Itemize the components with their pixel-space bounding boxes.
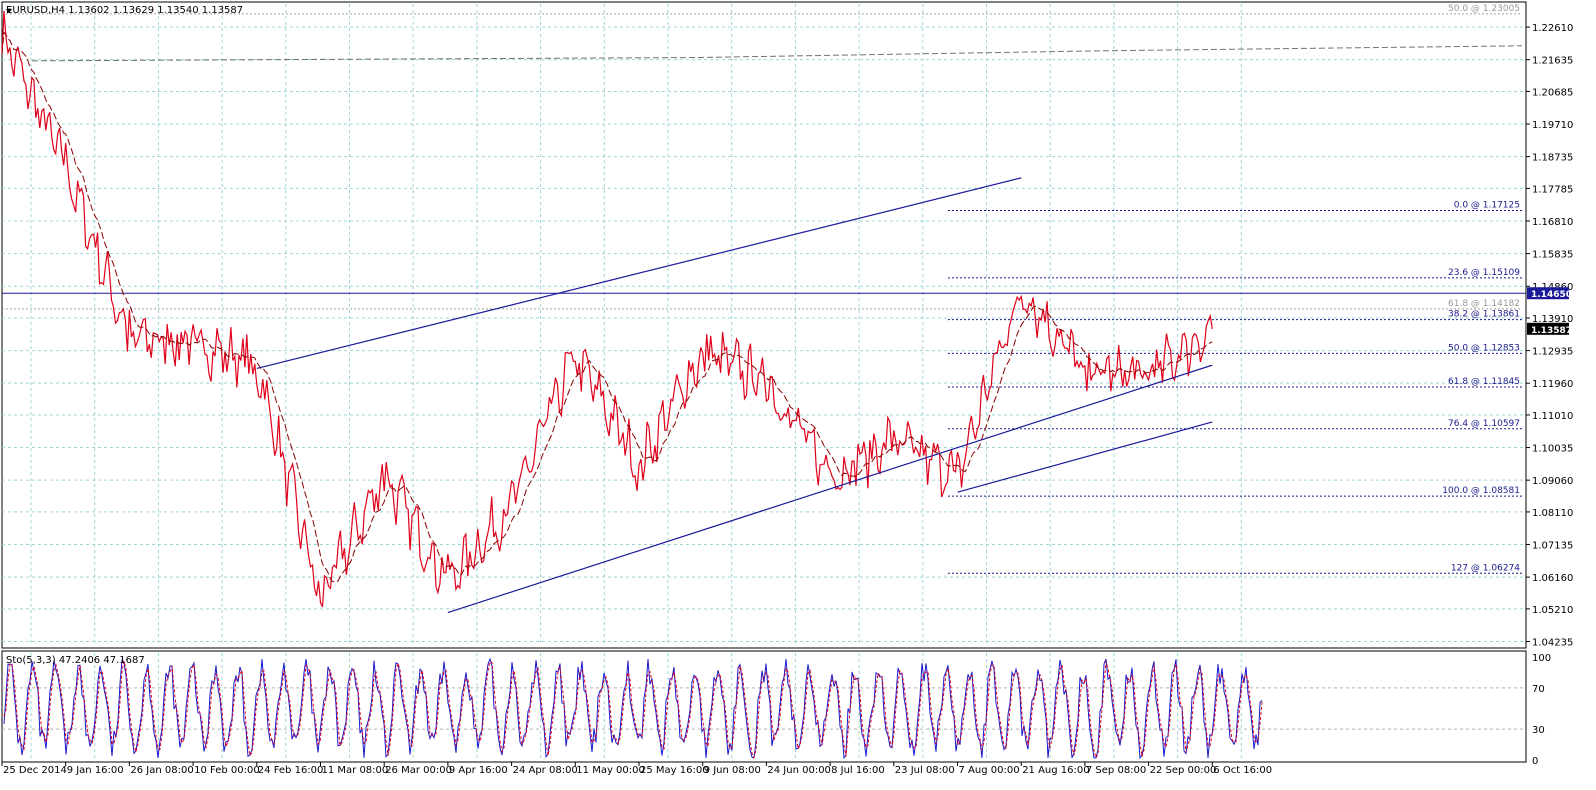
price-tick-label: 1.05210: [1532, 605, 1573, 616]
price-tick-label: 1.12935: [1532, 347, 1573, 358]
fib-level-label: 76.4 @ 1.10597: [1448, 419, 1520, 429]
price-tick-label: 1.17785: [1532, 184, 1573, 195]
stoch-tick-label: 0: [1532, 756, 1538, 767]
time-tick-label: 21 Aug 16:00: [1022, 765, 1089, 776]
fibonacci-levels: 0.0 @ 1.17125 23.6 @ 1.15109 38.2 @ 1.1386…: [2, 4, 1526, 574]
fib-level-label: 0.0 @ 1.17125: [1454, 200, 1520, 210]
symbol-header: EURUSD,H4 1.13602 1.13629 1.13540 1.1358…: [6, 5, 243, 16]
price-tick-label: 1.09060: [1532, 476, 1573, 487]
time-tick-label: 9 Jun 08:00: [704, 765, 761, 776]
price-tick-label: 1.16810: [1532, 217, 1573, 228]
time-axis: 25 Dec 2014 9 Jan 16:00 26 Jan 08:00 10 Feb…: [1, 762, 1272, 776]
fib-level-label: 50.0 @ 1.12853: [1448, 343, 1520, 353]
price-tick-label: 1.18735: [1532, 153, 1573, 164]
time-tick-label: 26 Jan 08:00: [130, 765, 193, 776]
level-price-tag: [1527, 287, 1569, 300]
stochastic-header: Sto(5,3,3) 47.2406 47.1687: [6, 655, 145, 666]
fib-level-label: 100.0 @ 1.08581: [1442, 486, 1520, 496]
time-tick-label: 24 Apr 08:00: [513, 765, 578, 776]
price-tick-label: 1.22610: [1532, 23, 1573, 34]
price-tick-label: 1.15835: [1532, 250, 1573, 261]
price-tick-label: 1.06160: [1532, 573, 1573, 584]
price-line: [1, 10, 1213, 608]
time-tick-label: 11 Mar 08:00: [322, 765, 389, 776]
stoch-tick-label: 30: [1532, 725, 1545, 736]
long-moving-average: [31, 45, 1523, 62]
time-tick-label: 8 Jul 16:00: [831, 765, 885, 776]
time-tick-label: 7 Aug 00:00: [959, 765, 1020, 776]
price-tags: 1.14650 1.13587: [1527, 287, 1572, 336]
main-price-panel[interactable]: [1, 1, 1527, 649]
grid-lines: [2, 4, 1526, 760]
time-tick-label: 23 Jul 08:00: [895, 765, 955, 776]
old-fib-level-label: 50.0 @ 1.23005: [1448, 4, 1520, 14]
current-price-tag: [1527, 322, 1569, 335]
time-tick-label: 9 Jan 16:00: [67, 765, 124, 776]
current-price-tag-text: 1.13587: [1531, 326, 1572, 336]
trendline-1: [256, 177, 1022, 370]
price-tick-label: 1.21635: [1532, 56, 1573, 67]
price-tick-label: 1.11010: [1532, 411, 1573, 422]
time-tick-label: 7 Sep 08:00: [1086, 765, 1146, 776]
stochastic-d-line: [3, 660, 1263, 760]
time-tick-label: 22 Sep 00:00: [1150, 765, 1217, 776]
trendlines[interactable]: [256, 177, 1213, 614]
time-tick-label: 9 Apr 16:00: [449, 765, 508, 776]
fib-level-label: 38.2 @ 1.13861: [1448, 310, 1520, 320]
stoch-tick-label: 70: [1532, 684, 1545, 695]
price-tick-label: 1.08110: [1532, 508, 1573, 519]
fib-level-label: 127 @ 1.06274: [1451, 563, 1520, 573]
stochastic-panel[interactable]: [1, 650, 1527, 763]
price-tick-label: 1.07135: [1532, 541, 1573, 552]
price-tick-label: 1.20685: [1532, 87, 1573, 98]
fib-level-label: 61.8 @ 1.11845: [1448, 377, 1520, 387]
price-tick-label: 1.10035: [1532, 444, 1573, 455]
price-tick-label: 1.11960: [1532, 379, 1573, 390]
price-tick-label: 1.19710: [1532, 120, 1573, 131]
time-tick-label: 25 May 16:00: [640, 765, 709, 776]
time-tick-label: 24 Jun 00:00: [767, 765, 831, 776]
time-tick-label: 26 Mar 00:00: [385, 765, 452, 776]
stoch-tick-label: 100: [1532, 653, 1551, 664]
trendline-2: [447, 364, 1213, 614]
price-series: [1, 10, 1213, 608]
time-tick-label: 25 Dec 2014: [3, 765, 67, 776]
trendline-3: [957, 421, 1213, 493]
moving-average-line: [1, 31, 1213, 583]
price-tick-label: 1.04235: [1532, 637, 1573, 648]
header-dropdown-icon[interactable]: [6, 9, 12, 13]
time-tick-label: 11 May 00:00: [576, 765, 645, 776]
time-tick-label: 10 Feb 00:00: [194, 765, 260, 776]
price-tick-label: 1.13910: [1532, 314, 1573, 325]
time-tick-label: 6 Oct 16:00: [1213, 765, 1272, 776]
fib-level-label: 23.6 @ 1.15109: [1448, 268, 1520, 278]
stochastic-series: [3, 657, 1263, 760]
level-price-tag-text: 1.14650: [1531, 290, 1572, 300]
time-tick-label: 24 Feb 16:00: [258, 765, 324, 776]
old-fib-level-label: 61.8 @ 1.14182: [1448, 299, 1520, 309]
stochastic-axis: 100 70 30 0: [1532, 653, 1551, 767]
